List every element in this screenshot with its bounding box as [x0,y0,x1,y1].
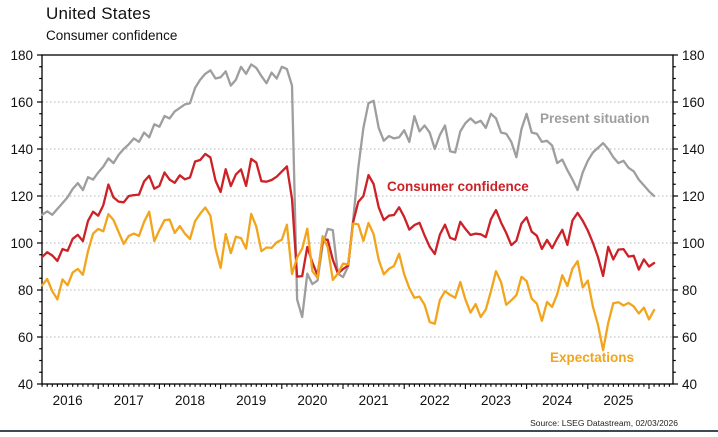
y-tick-label: 100 [10,236,33,251]
x-tick-label: 2018 [175,393,205,408]
y-tick-label: 80 [18,283,33,298]
series-label-expectations: Expectations [550,350,635,365]
y-tick-label: 180 [10,48,33,63]
y-tick-label: 80 [682,283,697,298]
y-tick-label: 40 [682,377,697,392]
x-tick-label: 2022 [420,393,450,408]
y-tick-label: 60 [682,330,697,345]
source-note: Source: LSEG Datastream, 02/03/2026 [530,418,678,428]
x-tick-label: 2019 [236,393,266,408]
y-tick-label: 60 [18,330,33,345]
series-label-present-situation: Present situation [540,111,650,126]
series-line-expectations [40,206,656,352]
x-tick-label: 2024 [542,393,573,408]
x-tick-label: 2017 [114,393,144,408]
page-title: United States [46,4,151,23]
x-tick-label: 2025 [603,393,633,408]
plot-border [41,54,674,385]
series-label-consumer-confidence: Consumer confidence [387,179,529,194]
x-tick-label: 2016 [53,393,83,408]
y-tick-label: 160 [682,95,705,110]
x-tick-label: 2021 [359,393,389,408]
footer-divider [0,430,718,432]
series-line-consumer-confidence [40,152,656,278]
y-tick-label: 160 [10,95,33,110]
y-tick-label: 120 [682,189,705,204]
chart-subtitle: Consumer confidence [46,28,178,43]
y-tick-label: 180 [682,48,705,63]
y-tick-label: 140 [10,142,33,157]
x-tick-label: 2020 [297,393,327,408]
x-tick-label: 2023 [481,393,511,408]
y-tick-label: 100 [682,236,705,251]
y-tick-label: 40 [18,377,33,392]
y-tick-label: 120 [10,189,33,204]
y-tick-label: 140 [682,142,705,157]
